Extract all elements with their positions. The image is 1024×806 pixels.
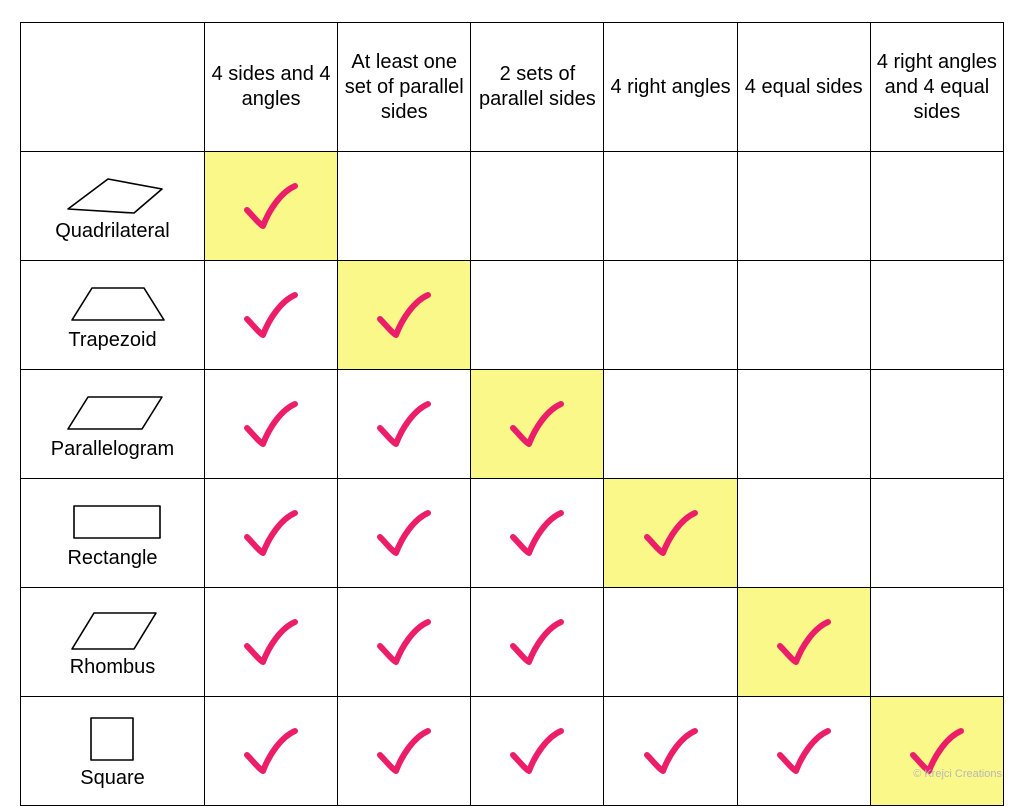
check-icon <box>477 616 597 668</box>
check-icon <box>744 616 864 668</box>
footer-label: © Krejci Creations <box>913 768 1002 780</box>
col-header-4: 4 equal sides <box>737 23 870 152</box>
header-row: 4 sides and 4 angles At least one set of… <box>21 23 1004 152</box>
row-header-parallelogram: Parallelogram <box>21 370 205 479</box>
check-icon <box>477 398 597 450</box>
table-body: Quadrilateral Trapezoid Parallelogram Recta… <box>21 152 1004 806</box>
cell <box>338 370 471 479</box>
rhombus-icon <box>58 605 168 653</box>
check-icon <box>211 616 331 668</box>
row-header-rectangle: Rectangle <box>21 479 205 588</box>
col-header-1: At least one set of parallel sides <box>338 23 471 152</box>
trapezoid-icon <box>58 278 168 326</box>
check-icon <box>477 507 597 559</box>
page: 4 sides and 4 angles At least one set of… <box>0 0 1024 786</box>
row-label: Rectangle <box>27 546 198 571</box>
cell <box>604 370 737 479</box>
col-header-0: 4 sides and 4 angles <box>205 23 338 152</box>
footer-credit: © Krejci Creations <box>913 768 1002 780</box>
table-row: Parallelogram <box>21 370 1004 479</box>
check-icon <box>211 507 331 559</box>
check-icon <box>344 507 464 559</box>
check-icon <box>344 616 464 668</box>
cell <box>338 697 471 806</box>
check-icon <box>477 725 597 777</box>
cell <box>205 588 338 697</box>
col-header-3: 4 right angles <box>604 23 737 152</box>
col-header-label: At least one set of parallel sides <box>345 51 464 123</box>
col-header-label: 4 equal sides <box>745 76 863 98</box>
cell <box>205 370 338 479</box>
cell <box>205 697 338 806</box>
cell <box>737 588 870 697</box>
cell <box>870 370 1003 479</box>
check-icon <box>610 725 730 777</box>
cell <box>338 152 471 261</box>
check-icon <box>211 725 331 777</box>
row-header-rhombus: Rhombus <box>21 588 205 697</box>
table-row: Rhombus <box>21 588 1004 697</box>
cell <box>604 479 737 588</box>
check-icon <box>344 725 464 777</box>
cell <box>604 152 737 261</box>
cell <box>604 588 737 697</box>
cell <box>604 697 737 806</box>
cell <box>737 697 870 806</box>
cell <box>737 261 870 370</box>
table-row: Quadrilateral <box>21 152 1004 261</box>
row-label: Trapezoid <box>27 328 198 353</box>
col-header-2: 2 sets of parallel sides <box>471 23 604 152</box>
cell <box>338 479 471 588</box>
row-header-trapezoid: Trapezoid <box>21 261 205 370</box>
row-label: Parallelogram <box>27 437 198 462</box>
parallelogram-icon <box>58 387 168 435</box>
cell <box>737 370 870 479</box>
row-label: Rhombus <box>27 655 198 680</box>
row-label: Quadrilateral <box>27 219 198 244</box>
table-row: Square <box>21 697 1004 806</box>
check-icon <box>744 725 864 777</box>
row-label: Square <box>27 766 198 791</box>
col-header-label: 4 right angles <box>611 76 731 98</box>
cell <box>471 697 604 806</box>
square-icon <box>85 712 141 764</box>
cell <box>205 152 338 261</box>
cell <box>471 152 604 261</box>
check-icon <box>344 398 464 450</box>
col-header-label: 4 sides and 4 angles <box>212 63 331 110</box>
cell <box>870 261 1003 370</box>
cell <box>870 697 1003 806</box>
check-icon <box>211 180 331 232</box>
col-header-5: 4 right angles and 4 equal sides <box>870 23 1003 152</box>
cell <box>737 479 870 588</box>
cell <box>205 479 338 588</box>
cell <box>338 588 471 697</box>
table-row: Trapezoid <box>21 261 1004 370</box>
quadrilateral-icon <box>58 169 168 217</box>
properties-table: 4 sides and 4 angles At least one set of… <box>20 22 1004 806</box>
cell <box>604 261 737 370</box>
cell <box>471 261 604 370</box>
check-icon <box>344 289 464 341</box>
check-icon <box>610 507 730 559</box>
header-blank <box>21 23 205 152</box>
rectangle-icon <box>58 496 168 544</box>
check-icon <box>211 289 331 341</box>
cell <box>870 479 1003 588</box>
cell <box>870 588 1003 697</box>
col-header-label: 4 right angles and 4 equal sides <box>877 51 997 123</box>
cell <box>338 261 471 370</box>
col-header-label: 2 sets of parallel sides <box>479 63 596 110</box>
check-icon <box>211 398 331 450</box>
cell <box>471 588 604 697</box>
row-header-square: Square <box>21 697 205 806</box>
cell <box>205 261 338 370</box>
cell <box>737 152 870 261</box>
cell <box>471 370 604 479</box>
row-header-quadrilateral: Quadrilateral <box>21 152 205 261</box>
cell <box>471 479 604 588</box>
cell <box>870 152 1003 261</box>
table-row: Rectangle <box>21 479 1004 588</box>
